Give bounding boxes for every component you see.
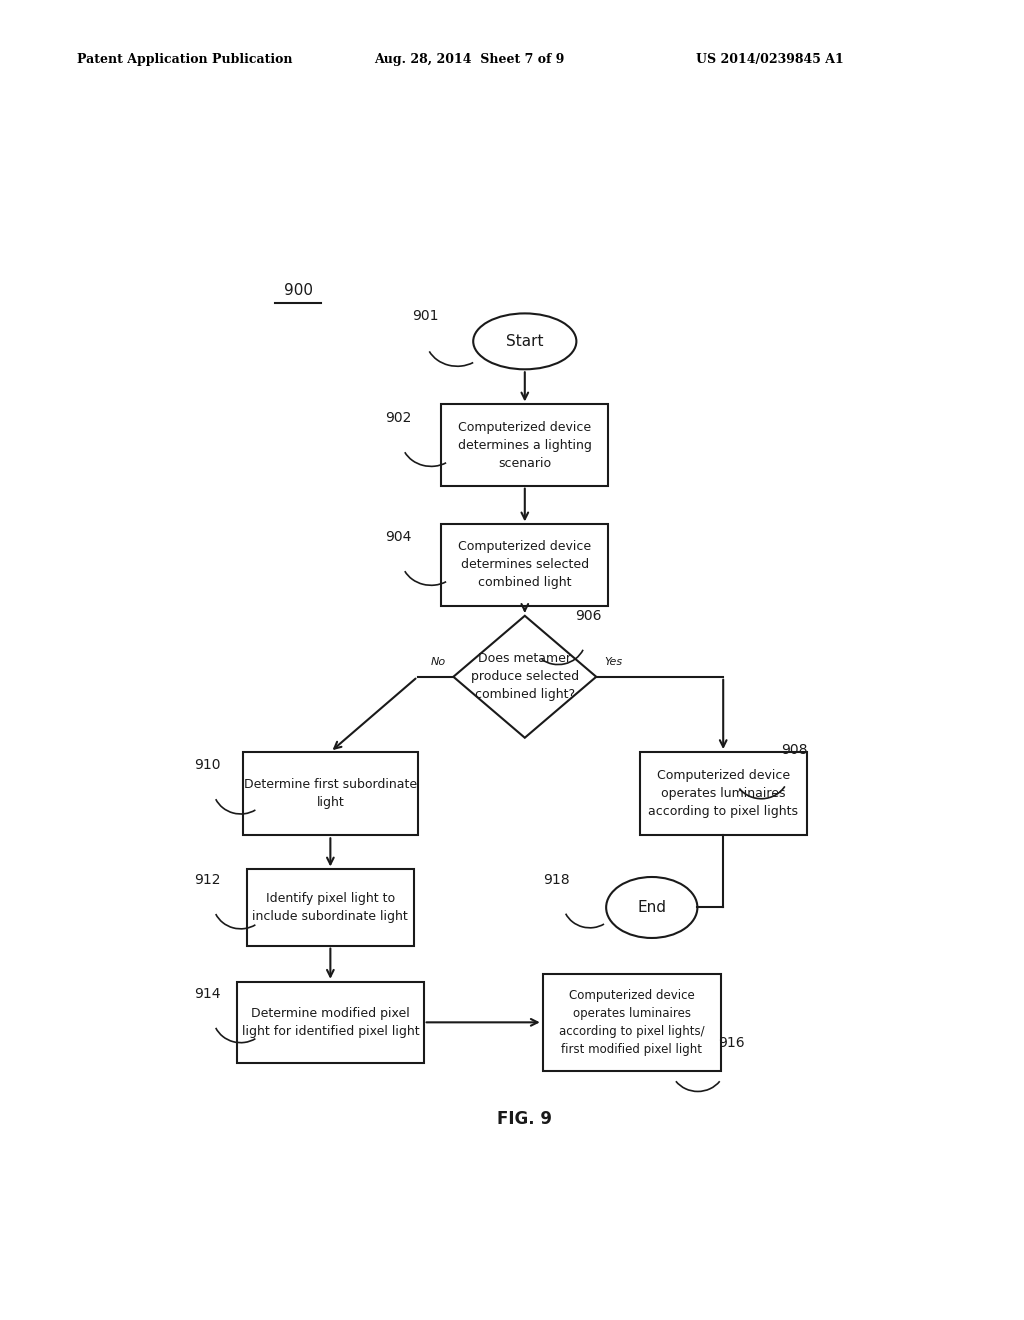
Text: 916: 916 bbox=[718, 1036, 744, 1049]
FancyBboxPatch shape bbox=[247, 870, 414, 945]
Text: Computerized device
operates luminaires
according to pixel lights/
first modifie: Computerized device operates luminaires … bbox=[559, 989, 705, 1056]
Text: Does metamer
produce selected
combined light?: Does metamer produce selected combined l… bbox=[471, 652, 579, 701]
Text: 910: 910 bbox=[195, 758, 220, 772]
FancyBboxPatch shape bbox=[238, 982, 424, 1063]
Text: FIG. 9: FIG. 9 bbox=[498, 1110, 552, 1127]
Text: Start: Start bbox=[506, 334, 544, 348]
Text: Computerized device
determines selected
combined light: Computerized device determines selected … bbox=[458, 540, 592, 590]
Text: 902: 902 bbox=[385, 411, 411, 425]
Text: Determine modified pixel
light for identified pixel light: Determine modified pixel light for ident… bbox=[242, 1007, 419, 1038]
Ellipse shape bbox=[473, 313, 577, 370]
Ellipse shape bbox=[606, 876, 697, 939]
Text: 912: 912 bbox=[195, 873, 220, 887]
Text: 900: 900 bbox=[284, 282, 313, 298]
Text: Computerized device
determines a lighting
scenario: Computerized device determines a lightin… bbox=[458, 421, 592, 470]
Text: 918: 918 bbox=[543, 873, 570, 887]
FancyBboxPatch shape bbox=[441, 404, 608, 486]
Text: 914: 914 bbox=[195, 987, 220, 1001]
Text: US 2014/0239845 A1: US 2014/0239845 A1 bbox=[696, 53, 844, 66]
Text: Yes: Yes bbox=[604, 656, 623, 667]
FancyBboxPatch shape bbox=[640, 752, 807, 836]
FancyBboxPatch shape bbox=[543, 974, 721, 1071]
FancyBboxPatch shape bbox=[441, 524, 608, 606]
Text: Aug. 28, 2014  Sheet 7 of 9: Aug. 28, 2014 Sheet 7 of 9 bbox=[374, 53, 564, 66]
Text: Computerized device
operates luminaires
according to pixel lights: Computerized device operates luminaires … bbox=[648, 770, 798, 818]
Polygon shape bbox=[454, 615, 596, 738]
FancyBboxPatch shape bbox=[243, 752, 418, 836]
Text: Determine first subordinate
light: Determine first subordinate light bbox=[244, 779, 417, 809]
Text: 904: 904 bbox=[385, 529, 411, 544]
Text: No: No bbox=[430, 656, 445, 667]
Text: Patent Application Publication: Patent Application Publication bbox=[77, 53, 292, 66]
Text: End: End bbox=[637, 900, 667, 915]
Text: 908: 908 bbox=[781, 743, 808, 756]
Text: 906: 906 bbox=[575, 609, 601, 623]
Text: Identify pixel light to
include subordinate light: Identify pixel light to include subordin… bbox=[253, 892, 409, 923]
Text: 901: 901 bbox=[413, 309, 439, 323]
